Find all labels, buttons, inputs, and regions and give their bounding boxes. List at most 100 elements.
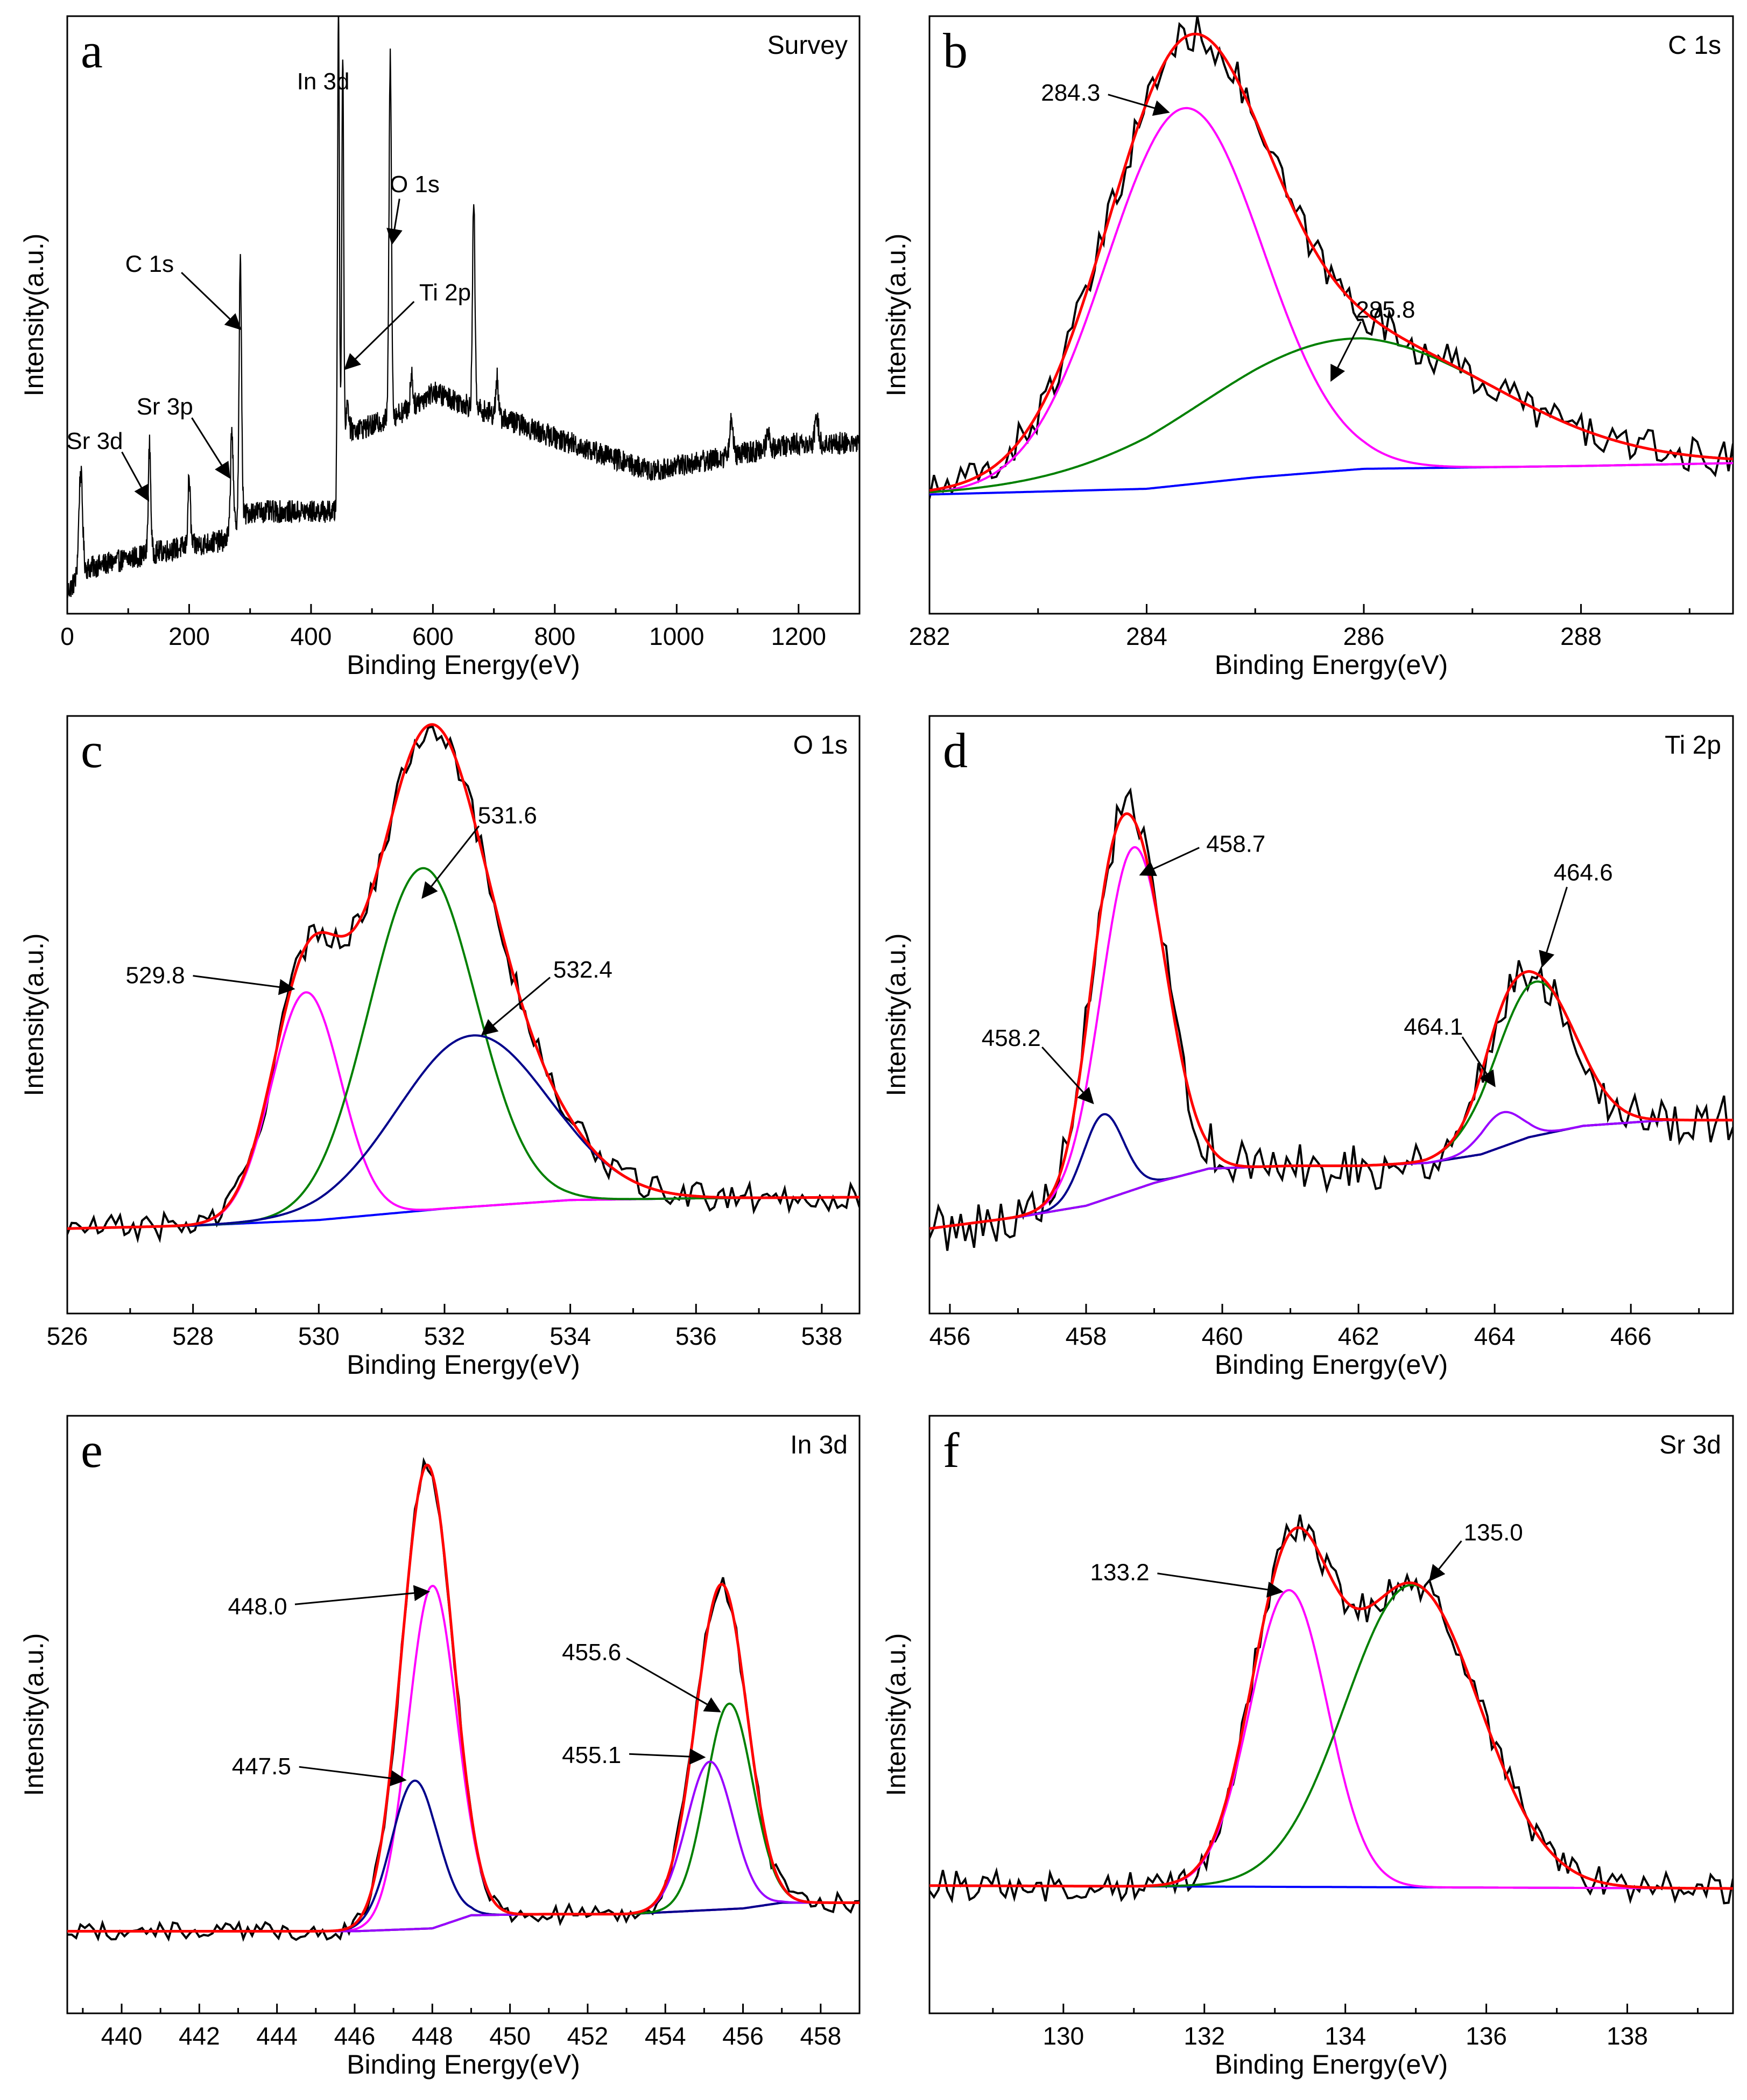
x-tick-label: 536 <box>675 1322 717 1350</box>
annotation-arrow <box>629 1748 706 1765</box>
x-axis-label: Binding Energy(eV) <box>347 2049 580 2080</box>
panel-frame <box>928 715 1734 1315</box>
annotation-label: Sr 3p <box>137 394 193 420</box>
annotation-arrow <box>421 825 480 899</box>
series-raw <box>67 725 860 1244</box>
x-axis-label: Binding Energy(eV) <box>347 650 580 680</box>
y-axis-label: Intensity(a.u.) <box>881 933 911 1097</box>
annotation-arrow <box>191 417 230 479</box>
x-tick-label: 462 <box>1338 1322 1379 1350</box>
annotation-label: 285.8 <box>1356 297 1415 323</box>
x-axis-label: Binding Energy(eV) <box>1215 650 1448 680</box>
x-tick-label: 132 <box>1184 2022 1225 2050</box>
x-tick-label: 532 <box>424 1322 466 1350</box>
x-tick-label: 450 <box>489 2022 531 2050</box>
annotation-label: 458.2 <box>982 1025 1041 1051</box>
series-component-529.8 <box>67 991 860 1230</box>
x-tick-label: 456 <box>722 2022 764 2050</box>
series-envelope <box>929 812 1733 1230</box>
series-background <box>929 462 1733 496</box>
series-component-285.8 <box>929 337 1733 494</box>
x-tick-label: 442 <box>179 2022 220 2050</box>
annotation-arrow <box>294 1585 431 1605</box>
y-axis-label: Intensity(a.u.) <box>881 234 911 397</box>
series-component-284.3 <box>929 107 1733 494</box>
panel-b: 282 284 286 288 Binding Energy(eV) Intensity(… <box>881 15 1734 680</box>
annotation-label: 532.4 <box>553 957 612 983</box>
annotation-arrow <box>181 272 242 331</box>
x-axis-label: Binding Energy(eV) <box>1215 2049 1448 2080</box>
x-axis-label: Binding Energy(eV) <box>1215 1350 1448 1380</box>
x-tick-label: 444 <box>256 2022 298 2050</box>
y-axis-label: Intensity(a.u.) <box>19 234 49 397</box>
panel-title: O 1s <box>793 731 848 760</box>
series-envelope <box>929 1526 1733 1890</box>
x-tick-label: 448 <box>412 2022 453 2050</box>
panel-letter: c <box>81 723 103 778</box>
x-tick-label: 464 <box>1474 1322 1516 1350</box>
series-component-531.6 <box>67 867 860 1230</box>
series-raw <box>929 1514 1733 1905</box>
panel-frame <box>66 715 861 1315</box>
annotation-arrow <box>1330 321 1362 382</box>
annotation-label: In 3d <box>297 68 350 95</box>
x-tick-label: 456 <box>929 1322 971 1350</box>
x-tick-label: 134 <box>1325 2022 1366 2050</box>
x-tick-label: 526 <box>47 1322 88 1350</box>
x-tick-label: 800 <box>534 622 575 650</box>
series-envelope <box>929 32 1733 492</box>
x-tick-label: 538 <box>801 1322 843 1350</box>
x-tick-label: 458 <box>1066 1322 1107 1350</box>
x-tick-label: 460 <box>1202 1322 1243 1350</box>
x-tick-label: 600 <box>412 622 454 650</box>
annotation-arrow <box>626 1657 721 1712</box>
annotation-arrow <box>1539 887 1568 968</box>
x-tick-label: 446 <box>334 2022 376 2050</box>
x-tick-label: 534 <box>550 1322 591 1350</box>
annotation-label: 464.6 <box>1554 860 1613 886</box>
panel-letter: e <box>81 1423 103 1478</box>
plot-area <box>67 16 860 598</box>
panel-frame <box>66 15 861 615</box>
plot-area <box>67 723 860 1244</box>
panel-frame <box>928 15 1734 615</box>
series-survey <box>67 16 860 598</box>
series-component-447.5 <box>67 1779 860 1933</box>
annotation-label: 531.6 <box>478 803 537 829</box>
panel-letter: d <box>943 723 968 778</box>
series-envelope <box>67 1463 860 1933</box>
x-tick-label: 130 <box>1042 2022 1084 2050</box>
x-tick-label: 288 <box>1560 622 1602 650</box>
annotation-label: 284.3 <box>1041 80 1100 106</box>
x-tick-label: 1000 <box>649 622 704 650</box>
panel-e: 440 442 444 446 448 450 452 454 456 458 Binding En… <box>19 1415 861 2080</box>
annotation-arrow <box>1428 1540 1462 1582</box>
panel-frame <box>928 1415 1734 2014</box>
annotation-label: 529.8 <box>126 962 185 988</box>
x-tick-label: 454 <box>645 2022 686 2050</box>
panel-title: Sr 3d <box>1659 1431 1721 1459</box>
annotation-arrow <box>1041 1047 1094 1105</box>
annotation-arrow <box>1139 847 1200 876</box>
panel-letter: b <box>943 23 968 78</box>
annotation-arrow <box>299 1766 407 1787</box>
panel-letter: a <box>81 23 103 78</box>
series-component-455.6 <box>67 1702 860 1933</box>
plot-area <box>67 1457 860 1942</box>
annotation-arrow <box>1461 1036 1496 1087</box>
x-tick-label: 0 <box>60 622 74 650</box>
annotation-arrow <box>481 977 551 1036</box>
x-tick-label: 530 <box>298 1322 340 1350</box>
x-tick-label: 1200 <box>771 622 826 650</box>
annotation-label: 458.7 <box>1206 831 1265 858</box>
x-tick-label: 282 <box>909 622 950 650</box>
annotation-label: 464.1 <box>1404 1014 1463 1040</box>
panel-title: C 1s <box>1668 31 1721 60</box>
x-tick-label: 528 <box>172 1322 214 1350</box>
x-tick-label: 286 <box>1343 622 1385 650</box>
annotation-arrow <box>193 975 295 995</box>
x-tick-label: 458 <box>800 2022 841 2050</box>
y-axis-label: Intensity(a.u.) <box>19 933 49 1097</box>
x-tick-label: 200 <box>168 622 210 650</box>
